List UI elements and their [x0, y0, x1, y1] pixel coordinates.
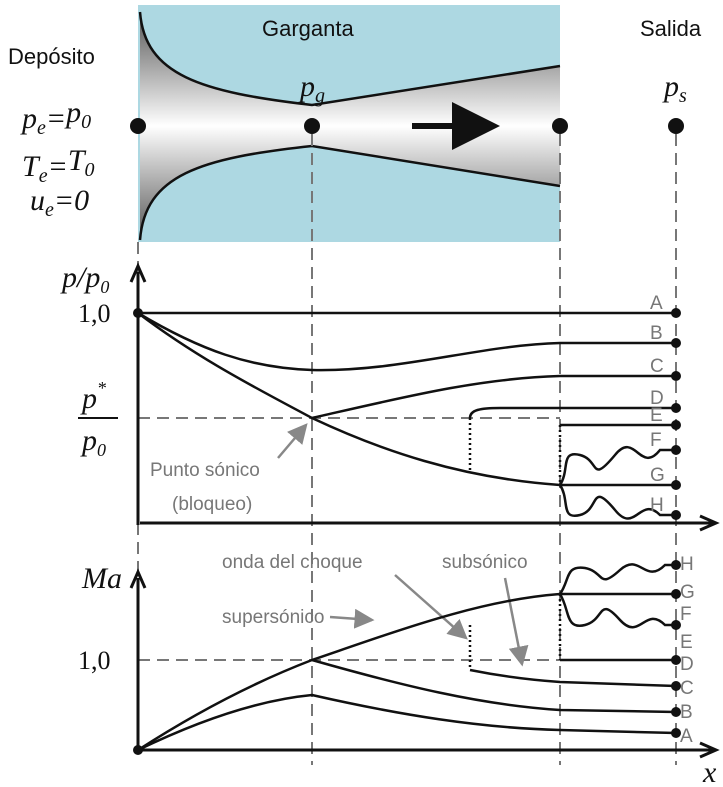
symbol: = — [46, 102, 66, 135]
curve-label: G — [680, 582, 695, 603]
annotation: supersónico — [222, 607, 324, 628]
annotation-arrow — [330, 617, 372, 620]
symbol: p — [20, 102, 37, 135]
end-dot — [671, 445, 681, 455]
reservoir-condition: pe=p0 — [20, 96, 91, 139]
symbol: p — [662, 70, 679, 103]
curve-label: E — [680, 632, 693, 653]
pressure-axis-label: p/p0 — [60, 261, 109, 297]
exit-label: Salida — [640, 16, 702, 41]
subscript: g — [315, 85, 325, 107]
symbol: p — [298, 70, 315, 103]
symbol: p — [80, 424, 97, 457]
critical-denominator: p0 — [80, 424, 106, 460]
tick-one: 1,0 — [78, 646, 111, 675]
annotation-arrow — [278, 425, 306, 458]
symbol: =0 — [54, 184, 89, 217]
critical-numerator: p* — [80, 378, 106, 415]
subscript: 0 — [85, 159, 95, 181]
reservoir-label: Depósito — [8, 44, 95, 69]
end-dot — [671, 403, 681, 413]
superscript: * — [97, 378, 106, 398]
end-dot — [671, 510, 681, 520]
subscript: s — [679, 85, 687, 107]
end-dot — [671, 338, 681, 348]
throat-label: Garganta — [262, 16, 354, 41]
curve-label: B — [680, 702, 693, 723]
end-dot — [671, 371, 681, 381]
annotation: onda del choque — [222, 552, 363, 573]
origin-dot — [133, 745, 143, 755]
reservoir-condition: Te=T0 — [22, 144, 95, 187]
end-dot — [671, 480, 681, 490]
mach-curves — [138, 564, 676, 750]
reservoir-condition: ue=0 — [30, 184, 89, 221]
origin-dot — [133, 308, 143, 318]
mach-axis-label: Ma — [81, 562, 122, 595]
symbol: = — [48, 150, 68, 183]
subscript: e — [37, 117, 46, 139]
annotation-arrow — [505, 578, 522, 664]
axes — [138, 272, 715, 525]
subscript: 0 — [81, 111, 91, 133]
annotation: Punto sónico — [150, 460, 260, 481]
end-dot — [671, 308, 681, 318]
symbol: p — [60, 261, 77, 294]
curve-label: E — [650, 405, 663, 426]
annotation: (bloqueo) — [172, 494, 252, 515]
curve-label: H — [680, 554, 694, 575]
curve-end-dots — [671, 308, 681, 520]
curve-label: A — [650, 293, 663, 314]
curve-label: F — [680, 604, 692, 625]
subscript: 0 — [97, 440, 106, 460]
exit-pressure: ps — [662, 70, 687, 107]
curve-label: H — [650, 495, 664, 516]
tick-one: 1,0 — [78, 299, 111, 328]
curve-label: F — [650, 430, 662, 451]
axis-arrows — [131, 266, 716, 530]
subscript: 0 — [100, 277, 109, 297]
curve-label: B — [650, 323, 663, 344]
symbol: u — [30, 184, 45, 217]
annotation: subsónico — [442, 552, 528, 573]
curve-label: D — [680, 654, 694, 675]
subscript: e — [45, 199, 54, 221]
symbol: p — [83, 261, 100, 294]
x-axis-label: x — [702, 756, 717, 787]
end-dot — [671, 420, 681, 430]
curve-label: C — [680, 678, 694, 699]
diagram: Garganta Salida Depósito pg ps pe=p0Te=T… — [0, 0, 723, 787]
curve-label: G — [650, 465, 665, 486]
curve-label: A — [680, 726, 693, 747]
pressure-curves — [138, 313, 676, 519]
symbol: p — [80, 382, 97, 415]
symbol: p — [64, 96, 81, 129]
curve-label: C — [650, 356, 664, 377]
